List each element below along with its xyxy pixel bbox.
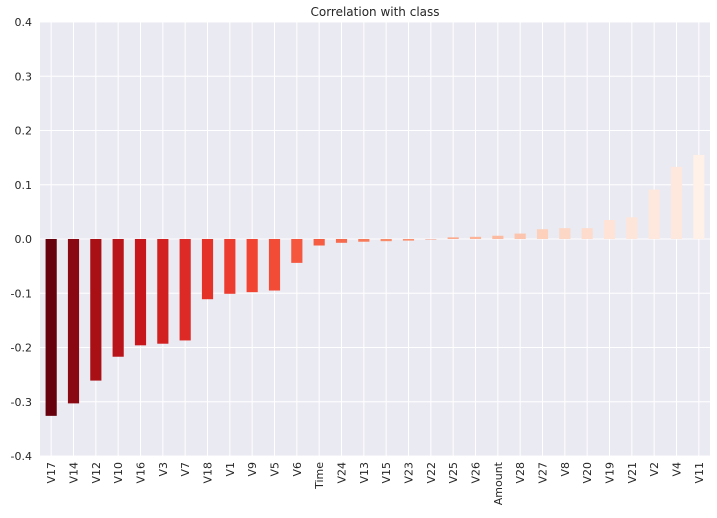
bar-v24 <box>335 239 348 243</box>
bar-v22 <box>425 239 437 240</box>
bar-v16 <box>134 239 147 346</box>
x-tick-label: V4 <box>671 462 684 477</box>
bar-v1 <box>224 239 236 294</box>
bar-v6 <box>291 239 303 263</box>
x-tick-label: V23 <box>403 462 416 484</box>
y-tick-label: -0.1 <box>11 287 32 300</box>
bar-v28 <box>514 233 526 239</box>
bar-amount <box>492 235 504 239</box>
x-tick-label: V18 <box>202 462 215 484</box>
x-tick-label: V22 <box>425 462 438 484</box>
bar-v19 <box>603 220 616 239</box>
bar-v17 <box>45 239 57 416</box>
bar-time <box>313 239 325 246</box>
bar-v20 <box>581 228 593 239</box>
x-tick-label: V12 <box>90 462 103 484</box>
bar-v7 <box>179 239 191 341</box>
bar-v8 <box>559 228 571 239</box>
x-tick-label: V6 <box>291 462 304 477</box>
y-tick-label: 0.2 <box>15 125 33 138</box>
y-tick-label: 0.3 <box>15 70 33 83</box>
x-tick-label: V28 <box>514 462 527 484</box>
x-tick-label: V19 <box>604 462 617 484</box>
x-tick-label: Time <box>313 462 326 490</box>
x-tick-label: V15 <box>380 462 393 484</box>
bar-v3 <box>157 239 169 344</box>
bar-v13 <box>358 239 370 242</box>
bars <box>45 154 705 416</box>
y-tick-label: 0.0 <box>15 233 33 246</box>
bar-v18 <box>201 239 214 300</box>
y-tick-label: 0.4 <box>15 16 33 29</box>
y-tick-label: -0.2 <box>11 342 32 355</box>
bar-v9 <box>246 239 258 293</box>
x-tick-label: V9 <box>246 462 259 477</box>
x-tick-label: V14 <box>68 462 81 484</box>
x-tick-label: V27 <box>537 462 550 484</box>
bar-v27 <box>536 229 549 239</box>
chart-title: Correlation with class <box>310 5 439 19</box>
bar-v5 <box>268 239 281 291</box>
bar-v12 <box>90 239 102 381</box>
x-tick-label: V1 <box>224 462 237 477</box>
x-tick-label: V3 <box>157 462 170 477</box>
x-tick-label: V16 <box>135 462 148 484</box>
y-tick-label: -0.4 <box>11 450 32 463</box>
y-axis-ticks: -0.4 -0.3 -0.2 -0.1 0.0 0.1 0.2 0.3 0.4 <box>11 16 32 463</box>
bar-v11 <box>693 154 705 239</box>
x-tick-label: V17 <box>45 462 58 484</box>
x-tick-label: Amount <box>492 461 505 505</box>
x-axis-ticks: V17 V14 V12 V10 V16 V3 V7 V18 V1 V9 V5 V6 Time V24 V13… <box>45 461 706 505</box>
bar-v10 <box>112 239 124 357</box>
y-tick-label: -0.3 <box>11 396 32 409</box>
x-tick-label: V11 <box>693 462 706 484</box>
x-tick-label: V24 <box>336 462 349 484</box>
x-tick-label: V21 <box>626 462 639 484</box>
x-tick-label: V2 <box>648 462 661 477</box>
bar-v21 <box>626 217 638 239</box>
bar-v4 <box>670 166 683 239</box>
bar-v14 <box>67 239 80 404</box>
x-tick-label: V20 <box>581 462 594 484</box>
bar-v25 <box>447 237 459 239</box>
bar-v15 <box>380 239 392 242</box>
x-tick-label: V25 <box>447 462 460 484</box>
bar-v2 <box>648 189 660 239</box>
x-tick-label: V7 <box>179 462 192 477</box>
x-tick-label: V13 <box>358 462 371 484</box>
bar-v26 <box>469 236 482 239</box>
y-tick-label: 0.1 <box>15 179 33 192</box>
x-tick-label: V26 <box>470 462 483 484</box>
x-tick-label: V5 <box>269 462 282 477</box>
x-tick-label: V10 <box>112 462 125 484</box>
bar-v23 <box>402 239 415 241</box>
x-tick-label: V8 <box>559 462 572 477</box>
